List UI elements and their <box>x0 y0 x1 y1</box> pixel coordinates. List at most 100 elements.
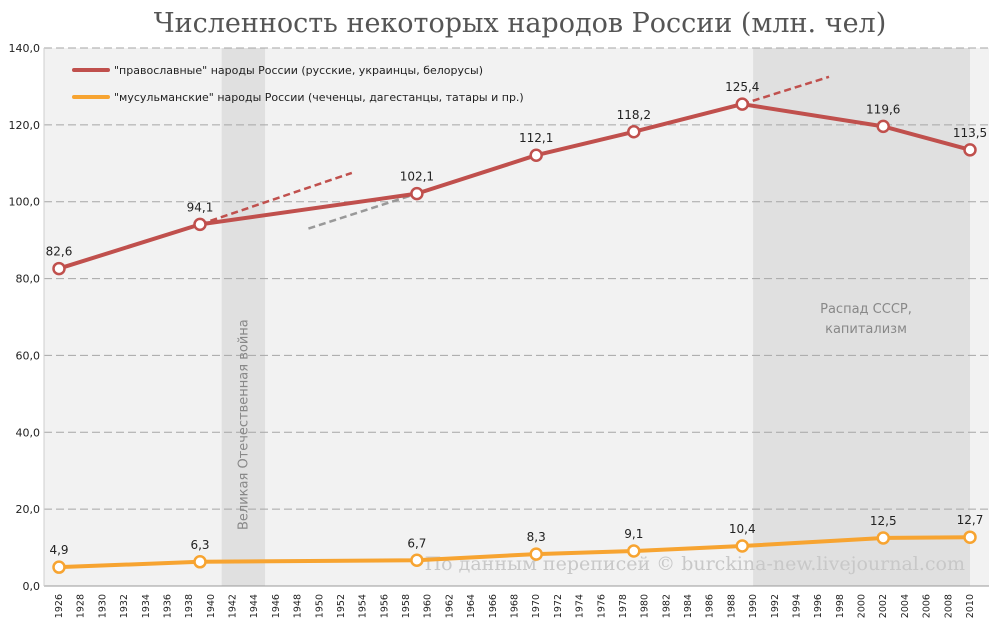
data-point <box>963 143 977 157</box>
x-tick-label: 1946 <box>271 594 282 618</box>
data-point <box>529 547 543 561</box>
x-tick-label: 1926 <box>54 594 65 618</box>
x-tick-label: 1996 <box>813 594 824 618</box>
x-tick-label: 1932 <box>119 594 130 618</box>
data-point <box>52 261 66 276</box>
x-tick-label: 1980 <box>640 594 651 618</box>
series-line-1 <box>57 102 972 271</box>
shaded-region-2 <box>753 48 970 586</box>
y-tick-label: 120,0 <box>9 119 41 132</box>
x-tick-label: 1986 <box>705 594 716 618</box>
chart-title: Численность некоторых народов России (мл… <box>154 8 886 39</box>
x-tick-label: 1982 <box>661 594 672 618</box>
data-label: 4,9 <box>49 543 68 557</box>
x-tick-label: 1964 <box>466 594 477 618</box>
data-point <box>963 530 977 544</box>
x-tick-label: 1962 <box>444 594 455 618</box>
trend-lines <box>199 75 830 230</box>
data-point <box>410 186 424 201</box>
x-tick-label: 1934 <box>141 594 152 618</box>
y-tick-label: 80,0 <box>16 273 41 286</box>
data-label: 6,7 <box>407 536 426 550</box>
annotations: Великая Отечественная война Распад СССР, к… <box>236 302 912 530</box>
x-tick-label: 1990 <box>748 594 759 618</box>
data-label: 12,7 <box>957 513 984 527</box>
data-point <box>876 119 890 134</box>
x-tick-label: 2000 <box>857 594 868 618</box>
shaded-region-1 <box>221 48 266 586</box>
data-label: 118,2 <box>617 108 651 122</box>
data-label: 119,6 <box>866 102 900 116</box>
legend-label-2: "мусульманские" народы России (чеченцы, … <box>114 91 524 104</box>
x-tick-label: 1958 <box>401 594 412 618</box>
x-tick-label: 1952 <box>336 594 347 618</box>
x-tick-label: 1974 <box>575 594 586 618</box>
x-tick-label: 1972 <box>553 594 564 618</box>
data-label: 9,1 <box>624 527 643 541</box>
x-tick-label: 1950 <box>314 594 325 618</box>
axes: 0,0 20,0 40,0 60,0 80,0 100,0 120,0 140,0 1926 19… <box>9 42 989 618</box>
x-tick-label: 1994 <box>791 594 802 618</box>
data-point <box>193 217 207 232</box>
x-tick-label: 1966 <box>488 594 499 618</box>
x-tick-label: 1936 <box>162 594 173 618</box>
series-line-2 <box>57 535 972 570</box>
x-tick-label: 1998 <box>835 594 846 618</box>
x-tick-label: 1978 <box>618 594 629 618</box>
data-point <box>735 539 749 553</box>
ussr-collapse-label: капитализм <box>825 322 907 337</box>
legend: "православные" народы России (русские, у… <box>72 64 524 104</box>
x-tick-label: 2002 <box>878 594 889 618</box>
data-label: 125,4 <box>725 80 759 94</box>
data-point <box>410 553 424 568</box>
shaded-regions <box>221 48 970 586</box>
series <box>52 97 977 574</box>
x-tick-label: 1942 <box>228 594 239 618</box>
x-tick-label: 1956 <box>379 594 390 618</box>
data-label: 8,3 <box>527 530 546 544</box>
y-tick-label: 60,0 <box>16 349 41 362</box>
data-point <box>735 97 749 111</box>
trend-line <box>308 192 418 230</box>
data-point <box>52 560 66 574</box>
x-tick-label: 1976 <box>596 594 607 618</box>
data-label: 112,1 <box>519 131 553 145</box>
data-label: 10,4 <box>729 522 756 536</box>
data-label: 102,1 <box>400 170 434 184</box>
grid <box>44 47 989 510</box>
x-tick-label: 2010 <box>965 594 976 618</box>
x-tick-label: 1992 <box>770 594 781 618</box>
data-point <box>627 544 641 558</box>
trend-line <box>741 75 830 106</box>
y-tick-label: 0,0 <box>23 580 41 593</box>
y-tick-label: 40,0 <box>16 426 41 439</box>
data-label: 12,5 <box>870 514 897 528</box>
x-tick-label: 1960 <box>423 594 434 618</box>
x-tick-label: 1930 <box>97 594 108 618</box>
x-tick-label: 1948 <box>293 594 304 618</box>
x-tick-label: 1938 <box>184 594 195 618</box>
x-tick-label: 1944 <box>249 594 260 618</box>
y-tick-label: 100,0 <box>9 196 41 209</box>
data-point <box>529 148 543 162</box>
trend-line <box>199 171 353 226</box>
x-tick-label: 2004 <box>900 594 911 618</box>
x-tick-label: 1954 <box>358 594 369 618</box>
x-tick-label: 1928 <box>76 594 87 618</box>
x-tick-label: 1970 <box>531 594 542 618</box>
data-label: 94,1 <box>187 200 214 214</box>
data-label: 6,3 <box>190 538 209 552</box>
data-label: 113,5 <box>953 126 987 140</box>
x-tick-label: 2006 <box>922 594 933 618</box>
x-tick-label: 1940 <box>206 594 217 618</box>
y-tick-label: 140,0 <box>9 42 41 55</box>
data-labels: 82,6 94,1 102,1 112,1 118,2 125,4 119,6 113,5 4,… <box>46 80 988 557</box>
x-tick-label: 1988 <box>726 594 737 618</box>
x-tick-label: 1984 <box>683 594 694 618</box>
war-period-label: Великая Отечественная война <box>236 319 251 530</box>
watermark: По данным переписей © burckina-new.livej… <box>425 553 965 575</box>
x-tick-label: 2008 <box>943 594 954 618</box>
data-label: 82,6 <box>46 245 73 259</box>
x-tick-label: 1968 <box>510 594 521 618</box>
